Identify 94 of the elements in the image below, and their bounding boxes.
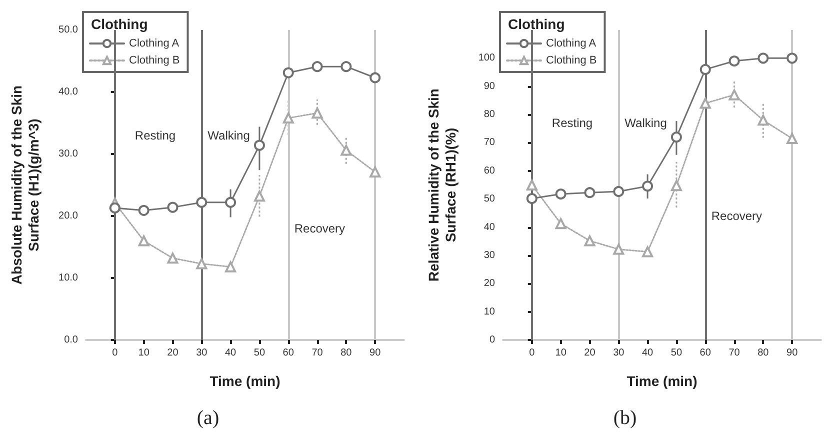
x-tick-label: 10 bbox=[555, 348, 567, 358]
point bbox=[728, 89, 740, 100]
point bbox=[225, 261, 236, 272]
x-tick-label: 0 bbox=[529, 348, 536, 358]
legend-label: Clothing B bbox=[546, 54, 597, 66]
y-tick-label: 50.0 bbox=[58, 24, 78, 36]
y-tick-label: 90 bbox=[484, 80, 496, 92]
y-tick-label: 30 bbox=[484, 250, 496, 261]
y-tick-label: 100 bbox=[478, 52, 496, 64]
y-tick-label: 10.0 bbox=[58, 272, 78, 284]
point bbox=[700, 98, 711, 109]
x-tick-label: 40 bbox=[642, 348, 654, 358]
point bbox=[196, 196, 208, 208]
point bbox=[312, 108, 323, 119]
point bbox=[555, 218, 566, 230]
text: (b) bbox=[613, 407, 637, 429]
x-tick-label: 0 bbox=[112, 348, 118, 358]
point bbox=[670, 180, 682, 192]
point bbox=[642, 246, 654, 258]
legend-label: Clothing A bbox=[129, 38, 180, 50]
x-tick-label: 10 bbox=[138, 348, 150, 358]
point bbox=[584, 187, 596, 198]
legend-label: Clothing A bbox=[546, 38, 597, 50]
point bbox=[786, 133, 798, 144]
x-tick-label: 20 bbox=[584, 348, 596, 358]
point bbox=[728, 56, 740, 66]
annotation: Resting bbox=[552, 116, 593, 130]
x-tick-label: 80 bbox=[340, 348, 352, 358]
point bbox=[613, 186, 624, 197]
point bbox=[340, 144, 352, 156]
y-tick-label: 50 bbox=[484, 194, 496, 205]
point bbox=[584, 235, 596, 246]
text: (a) bbox=[196, 407, 220, 429]
annotation: Recovery bbox=[711, 209, 762, 223]
y-tick-label: 60 bbox=[484, 165, 496, 176]
point bbox=[526, 180, 538, 190]
y-tick-label: 20 bbox=[484, 278, 496, 290]
x-tick-label: 30 bbox=[196, 348, 208, 358]
y-tick-label: 20.0 bbox=[58, 210, 78, 222]
y-tick-label: 70 bbox=[484, 137, 496, 148]
annotation: Walking bbox=[208, 128, 250, 142]
y-axis-title: Relative Humidity of the Skin Surface (RH1)(%) bbox=[426, 88, 458, 282]
legend-title: Clothing bbox=[508, 16, 565, 32]
point bbox=[225, 196, 236, 208]
point bbox=[196, 258, 208, 270]
y-tick-label: 0.0 bbox=[64, 334, 78, 346]
x-tick-label: 30 bbox=[613, 348, 625, 358]
point bbox=[670, 132, 682, 143]
point bbox=[786, 52, 798, 64]
y-tick-label: 40 bbox=[484, 222, 496, 233]
point bbox=[254, 140, 265, 151]
point bbox=[138, 204, 150, 216]
x-tick-label: 90 bbox=[370, 348, 382, 358]
x-tick-label: 50 bbox=[670, 348, 682, 358]
point bbox=[555, 188, 566, 200]
point bbox=[642, 180, 654, 192]
x-tick-label: 90 bbox=[786, 348, 798, 358]
point bbox=[312, 61, 323, 72]
x-tick-label: 20 bbox=[167, 348, 179, 358]
y-tick-label: 30.0 bbox=[58, 148, 78, 160]
y-tick-label: 80 bbox=[484, 109, 496, 120]
x-tick-label: 60 bbox=[700, 348, 712, 358]
point bbox=[254, 190, 265, 202]
legend-title: Clothing bbox=[91, 16, 148, 32]
x-tick-label: 80 bbox=[758, 348, 770, 358]
point bbox=[700, 64, 711, 75]
x-tick-label: 70 bbox=[312, 348, 324, 358]
y-tick-label: 0 bbox=[489, 334, 496, 346]
x-axis-title: Time (min) bbox=[626, 373, 698, 389]
annotation: Recovery bbox=[294, 221, 346, 236]
x-tick-label: 50 bbox=[254, 348, 266, 358]
point bbox=[340, 61, 352, 72]
point bbox=[167, 202, 178, 213]
point bbox=[167, 252, 178, 264]
y-tick-label: 40.0 bbox=[58, 86, 78, 98]
point bbox=[370, 72, 381, 84]
point bbox=[370, 166, 381, 178]
x-axis-title: Time (min) bbox=[210, 373, 280, 389]
point bbox=[526, 193, 538, 204]
y-axis-title: Absolute Humidity of the Skin Surface (H1)(g/m^3) bbox=[8, 85, 42, 285]
legend-label: Clothing B bbox=[129, 54, 180, 66]
point bbox=[758, 114, 769, 126]
annotation: Walking bbox=[624, 116, 667, 130]
annotation: Resting bbox=[134, 128, 176, 142]
point bbox=[282, 112, 294, 124]
point bbox=[138, 235, 150, 246]
x-tick-label: 60 bbox=[282, 348, 294, 358]
point bbox=[109, 202, 120, 214]
x-tick-label: 40 bbox=[224, 348, 237, 358]
point bbox=[613, 244, 624, 255]
point bbox=[282, 67, 294, 78]
y-tick-label: 10 bbox=[484, 306, 496, 318]
x-tick-label: 70 bbox=[728, 348, 740, 358]
point bbox=[758, 52, 769, 64]
